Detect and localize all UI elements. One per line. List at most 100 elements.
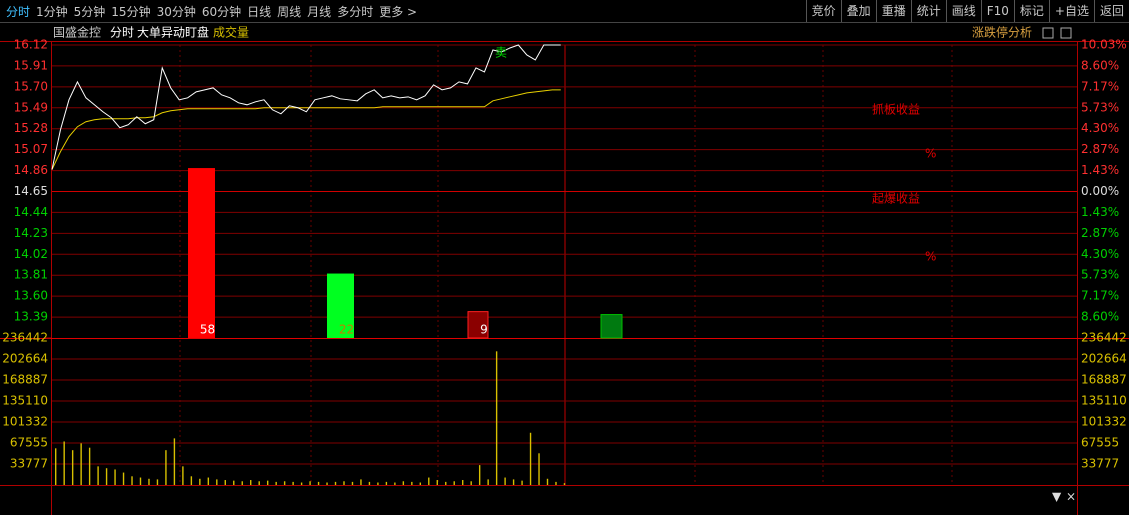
price-tick-label: 14.65 xyxy=(14,184,48,198)
volume-bar xyxy=(199,478,201,485)
volume-bar xyxy=(258,481,260,485)
pct-tick-label: 5.73% xyxy=(1081,268,1119,282)
volume-bar xyxy=(216,479,218,485)
close-button[interactable]: × xyxy=(1066,490,1076,504)
volume-bar xyxy=(343,481,345,485)
volume-tick-label-right: 33777 xyxy=(1081,457,1119,471)
annotation: % xyxy=(925,147,936,161)
volume-bar xyxy=(317,481,320,485)
tool-button[interactable]: 重播 xyxy=(875,0,911,22)
limit-analysis[interactable]: 涨跌停分析 xyxy=(972,25,1032,40)
tool-button[interactable]: 返回 xyxy=(1093,0,1129,22)
volume-bar xyxy=(283,481,286,485)
volume-bar xyxy=(504,477,506,485)
tool-button[interactable]: 统计 xyxy=(910,0,946,22)
period-tab[interactable]: 分时 xyxy=(6,4,31,19)
volume-bar xyxy=(428,477,430,485)
period-tab[interactable]: 日线 xyxy=(247,4,272,19)
dropdown-icon[interactable]: ▼ xyxy=(1052,490,1062,504)
price-tick-label: 16.12 xyxy=(14,38,48,52)
volume-bar xyxy=(156,479,159,485)
period-tab[interactable]: 更多 > xyxy=(379,4,418,19)
volume-bar xyxy=(224,480,226,485)
volume-bar xyxy=(411,481,413,485)
volume-bar xyxy=(368,481,371,485)
volume-bar xyxy=(478,465,481,485)
price-tick-label: 15.28 xyxy=(14,121,48,135)
volume-bar xyxy=(470,481,472,485)
price-tick-label: 15.70 xyxy=(14,79,48,93)
tool-button[interactable]: 画线 xyxy=(945,0,981,22)
period-tab[interactable]: 周线 xyxy=(277,4,302,19)
volume-bar xyxy=(555,481,557,485)
price-tick-label: 13.39 xyxy=(14,310,48,324)
big-order-bar xyxy=(188,168,215,338)
volume-bar xyxy=(114,469,116,485)
price-tick-label: 15.91 xyxy=(14,58,48,72)
period-tab[interactable]: 多分时 xyxy=(337,4,374,19)
pct-tick-label: 2.87% xyxy=(1081,226,1119,240)
pct-tick-label: 4.30% xyxy=(1081,121,1119,135)
volume-bar xyxy=(71,450,74,485)
close-icon[interactable] xyxy=(1060,27,1072,39)
price-tick-label: 14.86 xyxy=(14,163,48,177)
volume-bar xyxy=(173,438,176,485)
sell-marker: 卖 xyxy=(495,46,507,60)
tool-button[interactable]: 竞价 xyxy=(805,0,841,22)
volume-bar xyxy=(241,481,243,485)
header-item[interactable]: 大单异动盯盘 xyxy=(137,25,209,40)
volume-bar xyxy=(529,432,532,485)
stock-name: 国盛金控 xyxy=(53,25,101,40)
period-tab[interactable]: 60分钟 xyxy=(201,4,242,19)
volume-tick-label: 67555 xyxy=(10,435,48,449)
bar-label: 9 xyxy=(480,323,488,337)
price-tick-label: 14.02 xyxy=(14,247,48,261)
volume-bar xyxy=(292,481,294,485)
pct-tick-label: 0.00% xyxy=(1081,184,1119,198)
settings-icon[interactable] xyxy=(1042,27,1054,39)
pct-tick-label: 1.43% xyxy=(1081,205,1119,219)
period-tab[interactable]: 15分钟 xyxy=(111,4,151,19)
price-line xyxy=(51,44,561,170)
period-tabs: 分时 1分钟 5分钟 15分钟 30分钟 60分钟 日线 周线 月线 多分时 更多 > xyxy=(0,0,417,22)
volume-bar xyxy=(233,480,235,485)
price-tick-label: 14.23 xyxy=(14,226,48,240)
volume-bar xyxy=(148,478,150,485)
price-tick-label: 13.81 xyxy=(14,268,48,282)
big-order-bar xyxy=(600,314,623,339)
volume-bar xyxy=(360,479,362,485)
volume-bar xyxy=(131,476,133,485)
tool-button[interactable]: F10 xyxy=(980,0,1014,22)
volume-bar xyxy=(334,481,337,485)
period-tab[interactable]: 5分钟 xyxy=(73,4,106,19)
volume-bar xyxy=(385,481,388,485)
tool-button[interactable]: 叠加 xyxy=(840,0,876,22)
pct-tick-label: 10.03% xyxy=(1081,38,1127,52)
volume-bar xyxy=(495,351,498,485)
pct-tick-label: 1.43% xyxy=(1081,163,1119,177)
header-item[interactable]: 分时 xyxy=(110,26,134,40)
volume-tick-label: 101332 xyxy=(2,415,48,429)
volume-tick-label-right: 236442 xyxy=(1081,331,1127,345)
period-tab[interactable]: 月线 xyxy=(307,4,332,19)
pct-tick-label: 5.73% xyxy=(1081,100,1119,114)
volume-bar xyxy=(487,479,489,485)
volume-bar xyxy=(88,447,91,485)
pct-tick-label: 7.17% xyxy=(1081,289,1119,303)
period-tab[interactable]: 30分钟 xyxy=(156,4,196,19)
price-tick-label: 13.60 xyxy=(14,289,48,303)
price-tick-label: 14.44 xyxy=(14,205,48,219)
volume-bar xyxy=(326,482,328,485)
volume-bar xyxy=(190,476,193,485)
tool-button[interactable]: 标记 xyxy=(1013,0,1049,22)
annotation: 起爆收益 xyxy=(872,192,920,206)
avg-price-line xyxy=(51,89,561,170)
volume-bar xyxy=(402,481,405,485)
volume-bar xyxy=(105,468,108,485)
bar-label: 22 xyxy=(339,323,354,337)
volume-bar xyxy=(55,448,57,485)
period-tab[interactable]: 1分钟 xyxy=(36,4,68,19)
tool-button[interactable]: +自选 xyxy=(1048,0,1094,22)
